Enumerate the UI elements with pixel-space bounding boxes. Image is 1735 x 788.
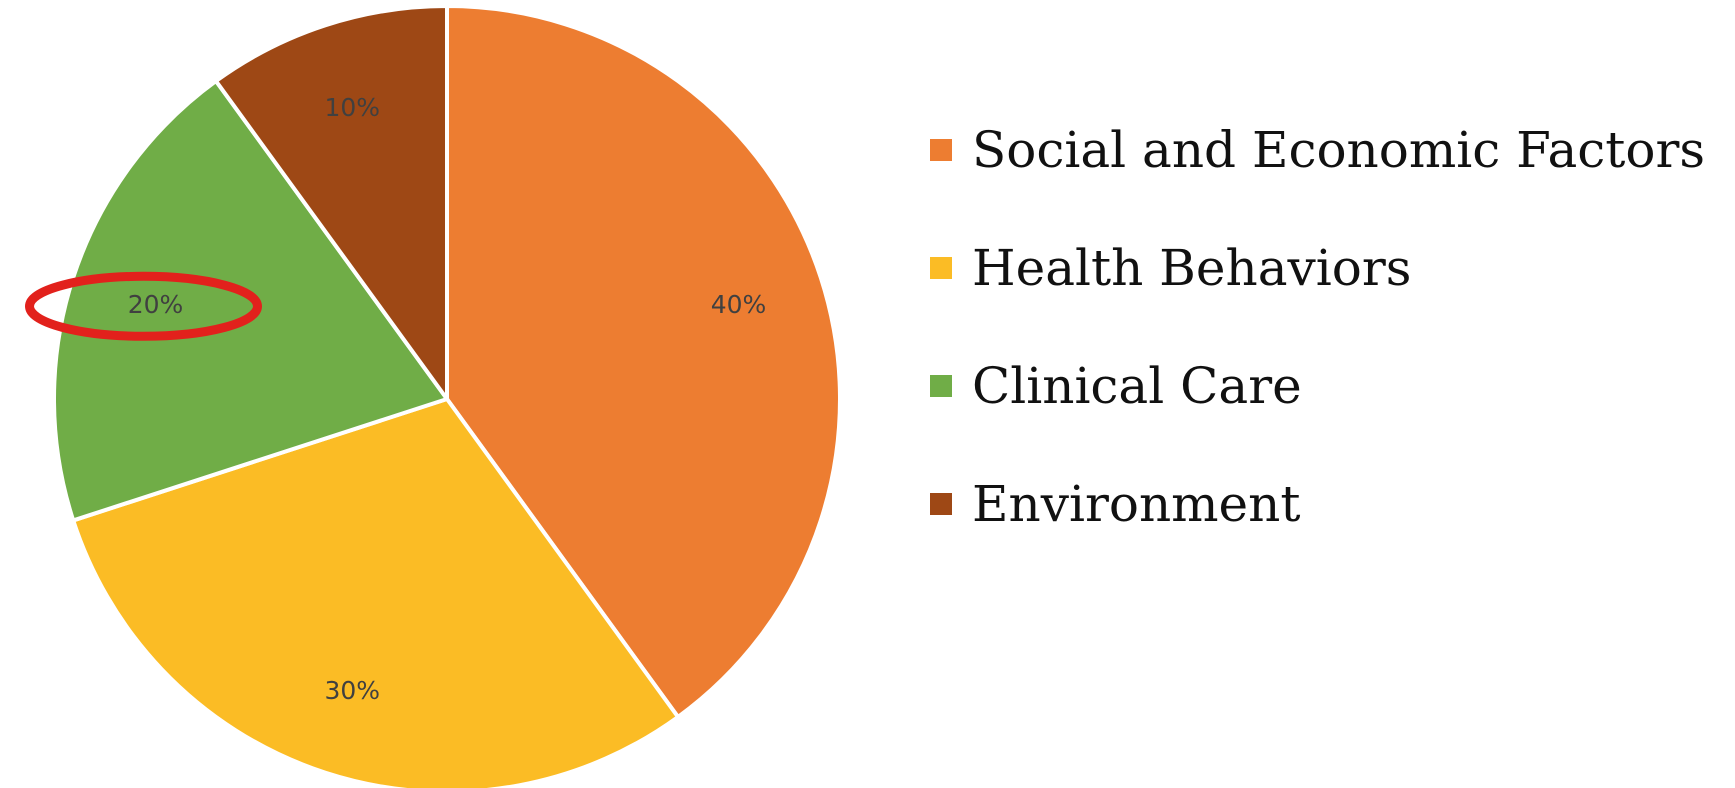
data-label-clinical-care: 20% [128, 290, 184, 319]
legend-label: Environment [972, 475, 1300, 533]
legend-label: Social and Economic Factors [972, 121, 1705, 179]
legend-item-environment: Environment [930, 475, 1300, 533]
pie-slices [52, 4, 842, 788]
data-label-health-behaviors: 30% [325, 676, 381, 705]
pie-data-labels: 40% 30% 20% 10% [128, 93, 767, 705]
legend-swatch [930, 493, 952, 515]
legend-label: Clinical Care [972, 357, 1302, 415]
pie-slice-environment [214, 4, 449, 401]
legend-item-clinical-care: Clinical Care [930, 357, 1302, 415]
legend-swatch [930, 375, 952, 397]
legend-item-social-and-economic-factors: Social and Economic Factors [930, 121, 1705, 179]
highlight-ellipse [25, 271, 262, 341]
data-label-environment: 10% [325, 93, 381, 122]
pie-slice-social-and-economic-factors [445, 4, 842, 719]
legend-label: Health Behaviors [972, 239, 1411, 297]
highlight-annotation [25, 271, 262, 341]
data-label-social-and-economic-factors: 40% [711, 290, 767, 319]
legend-swatch [930, 139, 952, 161]
legend-swatch [930, 257, 952, 279]
pie-slice-health-behaviors [71, 397, 680, 788]
chart-legend: Social and Economic Factors Health Behavi… [930, 121, 1705, 533]
legend-item-health-behaviors: Health Behaviors [930, 239, 1411, 297]
